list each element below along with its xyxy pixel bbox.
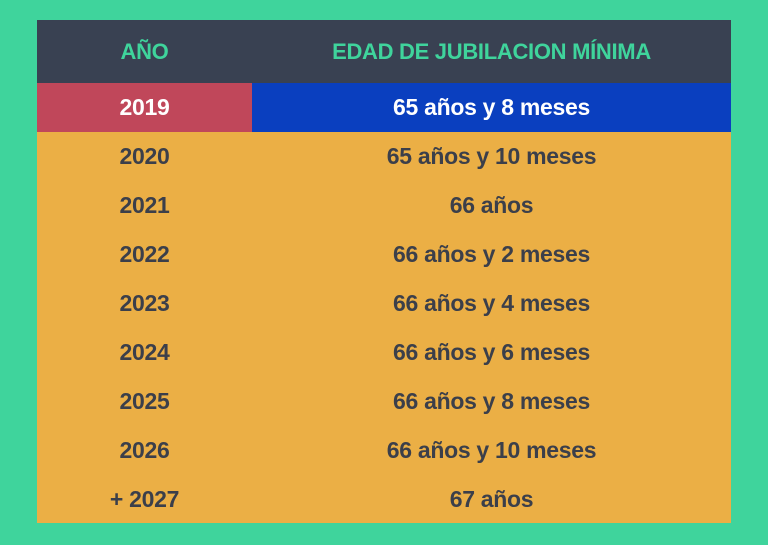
highlight-row: 2019 65 años y 8 meses [37, 83, 731, 132]
year-cell: + 2027 [109, 486, 180, 512]
table-row: 2021 66 años [37, 181, 731, 230]
age-cell: 66 años y 8 meses [393, 388, 590, 414]
age-cell: 66 años y 2 meses [393, 241, 590, 267]
year-cell: 2024 [119, 339, 170, 365]
table-row: 2022 66 años y 2 meses [37, 230, 731, 279]
table-row: 2026 66 años y 10 meses [37, 426, 731, 475]
age-cell: 66 años y 6 meses [393, 339, 590, 365]
age-cell: 67 años [449, 486, 534, 512]
header-row: AÑO EDAD DE JUBILACION MÍNIMA [37, 20, 731, 83]
year-cell: 2023 [119, 290, 170, 316]
year-cell: 2025 [119, 388, 170, 414]
table: AÑO EDAD DE JUBILACION MÍNIMA 2019 65 año… [37, 20, 731, 523]
table-row: 2024 66 años y 6 meses [37, 328, 731, 377]
table-row: 2020 65 años y 10 meses [37, 132, 731, 181]
age-cell: 65 años y 8 meses [252, 83, 731, 132]
table-row: 2023 66 años y 4 meses [37, 279, 731, 328]
year-cell: 2022 [119, 241, 170, 267]
table-row: 2025 66 años y 8 meses [37, 377, 731, 426]
year-cell: 2019 [37, 83, 252, 132]
header-cell: AÑO [37, 20, 252, 83]
age-cell: 66 años y 10 meses [386, 437, 597, 463]
age-cell: 66 años y 4 meses [393, 290, 590, 316]
year-cell: 2026 [119, 437, 170, 463]
year-cell: 2020 [119, 143, 170, 169]
header-cell: EDAD DE JUBILACION MÍNIMA [252, 20, 731, 83]
age-cell: 66 años [449, 192, 534, 218]
age-cell: 65 años y 10 meses [386, 143, 597, 169]
year-cell: 2021 [119, 192, 170, 218]
table-row: + 2027 67 años [37, 475, 731, 524]
